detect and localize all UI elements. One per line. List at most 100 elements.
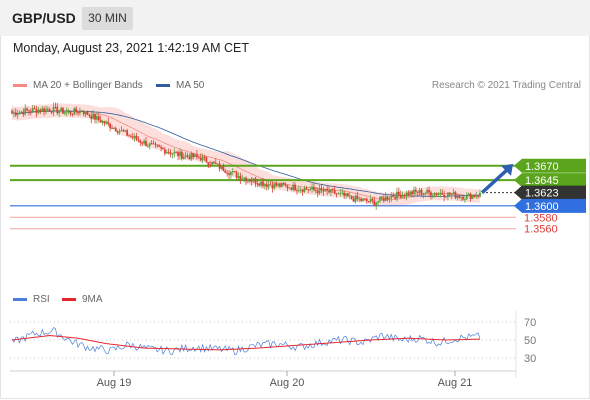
candle-body (156, 144, 159, 146)
candle-body (96, 116, 98, 120)
candle-body (333, 190, 336, 194)
candle-body (228, 173, 230, 175)
candle-body (60, 108, 62, 112)
candle-body (143, 140, 145, 144)
candle-body (216, 163, 219, 165)
candle-body (411, 191, 413, 195)
candle-body (273, 183, 276, 189)
candle-body (16, 114, 19, 116)
level-label-1: 1.3645 (525, 175, 559, 187)
candle-body (380, 196, 383, 199)
candle-body (207, 162, 210, 165)
candle-body (428, 189, 430, 193)
x-axis: Aug 19 Aug 20 Aug 21 (10, 311, 517, 389)
candle-body (11, 110, 13, 114)
candle-body (256, 183, 259, 185)
legend-rsi: RSI (13, 294, 50, 305)
candle-body (35, 108, 38, 113)
candle-body (296, 190, 298, 192)
candle-body (299, 189, 302, 191)
candle-body (126, 130, 129, 136)
candle-body (80, 110, 83, 113)
candle-body (82, 112, 85, 115)
candle-body (360, 198, 363, 201)
level-tag-3 (514, 198, 586, 213)
candle-body (184, 155, 187, 157)
candle-body (431, 195, 434, 197)
candle-body (86, 110, 89, 115)
level-tag-0 (514, 158, 586, 173)
candle-body (277, 183, 279, 186)
timeframe-button[interactable]: 30 MIN (82, 7, 133, 30)
rsi-tick-30: 30 (524, 353, 536, 365)
projection-arrow-shaft (480, 168, 509, 194)
candle-body (63, 112, 66, 114)
candle-body (275, 183, 278, 186)
candle-body (354, 195, 357, 202)
candle-body (386, 196, 389, 200)
candle-body (177, 152, 179, 156)
candle-body (69, 111, 72, 114)
candle-body (29, 111, 32, 112)
candle-body (39, 109, 42, 112)
candle-body (390, 195, 393, 199)
candle-body (175, 151, 178, 153)
candle-body (322, 190, 325, 192)
rsi-9ma-line (11, 334, 480, 351)
candle-body (409, 191, 412, 196)
candle-body (150, 143, 153, 145)
projection-arrow-head (501, 163, 513, 176)
level-label-0: 1.3670 (525, 161, 559, 173)
candle-body (111, 128, 113, 129)
candle-body (369, 199, 372, 202)
candle-body (154, 143, 157, 145)
candle-body (279, 183, 281, 187)
candle-body (77, 111, 79, 114)
candle-body (347, 193, 349, 197)
level-label-5: 1.3560 (524, 224, 558, 236)
level-label-3: 1.3600 (525, 201, 559, 213)
candle-body (26, 108, 28, 111)
candle-body (405, 192, 408, 197)
candle-body (401, 194, 404, 198)
candle-body (367, 201, 370, 202)
candle-body (18, 112, 21, 115)
candle-body (331, 189, 334, 191)
candle-body (224, 171, 227, 173)
candle-body (297, 190, 300, 191)
candle-body (260, 181, 262, 186)
candle-body (313, 187, 315, 190)
rsi-tick-70: 70 (524, 317, 536, 329)
candle-body (101, 121, 104, 123)
candle-body (197, 156, 200, 158)
candle-body (403, 194, 406, 197)
candle-body (237, 176, 240, 178)
candle-body (165, 152, 168, 154)
candle-body (158, 145, 161, 147)
candle-body (33, 108, 36, 110)
candle-body (43, 108, 45, 112)
candle-body (54, 106, 57, 108)
candle-body (133, 136, 136, 138)
ma50-swatch (156, 84, 170, 87)
candle-body (152, 143, 155, 145)
candle-body (48, 109, 51, 112)
level-label-4: 1.3580 (524, 212, 558, 224)
candle-body (114, 127, 117, 132)
candle-body (352, 198, 355, 202)
candle-body (213, 161, 215, 163)
candle-body (173, 151, 176, 154)
candle-body (430, 192, 432, 196)
candle-body (471, 195, 474, 200)
candle-body (335, 193, 338, 195)
candle-body (479, 192, 481, 197)
candle-body (320, 188, 323, 191)
candle-body (420, 189, 423, 195)
candle-body (248, 179, 251, 182)
candle-body (258, 183, 261, 186)
candle-body (263, 184, 266, 186)
candle-body (388, 198, 391, 200)
candle-body (441, 193, 444, 195)
candle-body (88, 114, 91, 116)
